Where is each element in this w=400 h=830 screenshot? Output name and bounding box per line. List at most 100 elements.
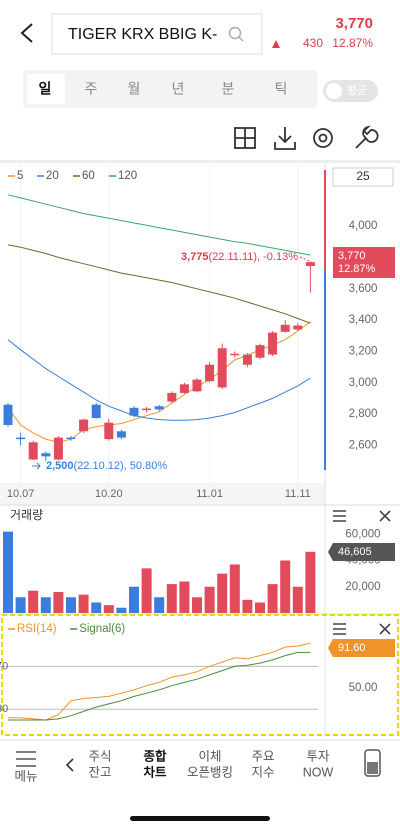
candle-body [66,437,76,440]
tab[interactable]: 년 [172,81,185,97]
last-price-label: 3,770 [338,250,366,262]
bar [53,592,64,613]
nav-item[interactable]: 메뉴 [14,769,37,783]
tool-icon[interactable] [355,125,379,149]
bar [116,607,127,613]
tab[interactable]: 틱 [275,81,288,97]
line [7,194,311,256]
legend-label: 120 [118,170,137,182]
nav-item[interactable]: NOW [303,765,334,779]
bar [305,551,316,613]
selection-box [1,614,399,736]
candle-body [41,453,51,457]
bar [141,568,152,613]
download-icon[interactable] [274,127,296,150]
candle-body [104,422,114,440]
last-volume-box [328,543,395,561]
bar [192,597,202,613]
bar [242,599,253,613]
bar [103,605,114,613]
x-axis-strip [0,483,325,505]
last-rsi-label: 91.60 [338,642,366,654]
nav-prev[interactable] [65,758,74,772]
search-box[interactable] [51,13,263,55]
nav-item[interactable]: 차트 [143,764,167,779]
y-tick-label: 2,800 [349,408,378,420]
bar [66,597,76,613]
bar [154,597,165,613]
candle-body [53,437,63,460]
panel-title: 거래량 [10,508,43,522]
tab[interactable]: 일 [39,81,52,97]
y-tick-label: 20,000 [345,581,380,593]
legend-label: Signal(6) [79,623,125,635]
y-tick-label: 2,600 [349,439,378,451]
search-text: TIGER KRX BBIG K- [68,26,217,43]
candle-body [230,353,240,356]
tab[interactable]: 월 [128,81,141,97]
annotation-part: 3,775 [181,251,209,263]
bar [229,564,240,613]
bar [28,590,39,613]
line [7,244,311,324]
y-tick-label: 3,000 [349,377,378,389]
bar [292,586,303,613]
bar [40,597,51,613]
candle-body [116,431,126,438]
change: 430 [303,36,323,50]
home-indicator [130,816,270,821]
nav-item[interactable]: 종합 [143,748,167,763]
candle-body [129,407,139,416]
nav-item[interactable]: 주식 [88,749,111,763]
bar [129,586,139,613]
y-tick-label: 50.00 [349,682,378,694]
x-tick-label: 11.11 [285,488,311,500]
y-tick-label: 4,000 [349,220,378,232]
tab[interactable]: 주 [85,81,98,97]
legend-label: RSI(14) [17,623,57,635]
up-arrow [272,40,280,48]
period-box[interactable] [332,167,394,187]
divider [0,160,400,163]
last-rsi-box [328,639,395,657]
bar [217,573,228,613]
nav-item[interactable]: 오픈뱅킹 [187,765,233,779]
search-icon [238,36,244,42]
nav-item[interactable]: 지수 [251,765,274,779]
candle-body [242,354,252,365]
y-tick-label: 3,400 [349,314,378,326]
tab[interactable]: 분 [222,81,235,97]
menu-icon[interactable] [333,510,346,522]
candle-body [3,404,13,426]
bar [267,584,278,613]
toggle-label: 평균 [347,84,367,97]
nav-item[interactable]: 잔고 [88,765,111,779]
candle-body [305,262,315,267]
candle-body [205,364,215,382]
tab-selected [27,74,65,104]
x-tick-label: 10.07 [7,488,35,500]
candle-body [28,442,38,460]
bar [91,602,102,613]
candle-body [268,332,278,355]
annotation-arrow [32,462,41,470]
menu-icon[interactable] [333,623,346,635]
close-icon[interactable] [379,510,391,522]
bar [78,594,89,613]
bar [204,586,215,613]
nav-item[interactable]: 투자 [306,749,330,763]
bar [255,602,265,613]
high-annotation: 3,775(22.11.11), -0.13% [181,251,298,263]
ref-label: 70 [0,660,8,672]
candle-body [154,406,164,410]
nav-item[interactable]: 이체 [198,749,221,763]
close-icon[interactable] [379,623,391,635]
settings-icon[interactable] [313,128,333,148]
nav-item[interactable]: 주요 [251,749,274,763]
legend-label: 60 [82,170,95,182]
back-button[interactable] [20,23,33,43]
y-tick-label: 60,000 [345,528,380,540]
candle-body [280,324,290,332]
menu-icon [16,751,36,767]
